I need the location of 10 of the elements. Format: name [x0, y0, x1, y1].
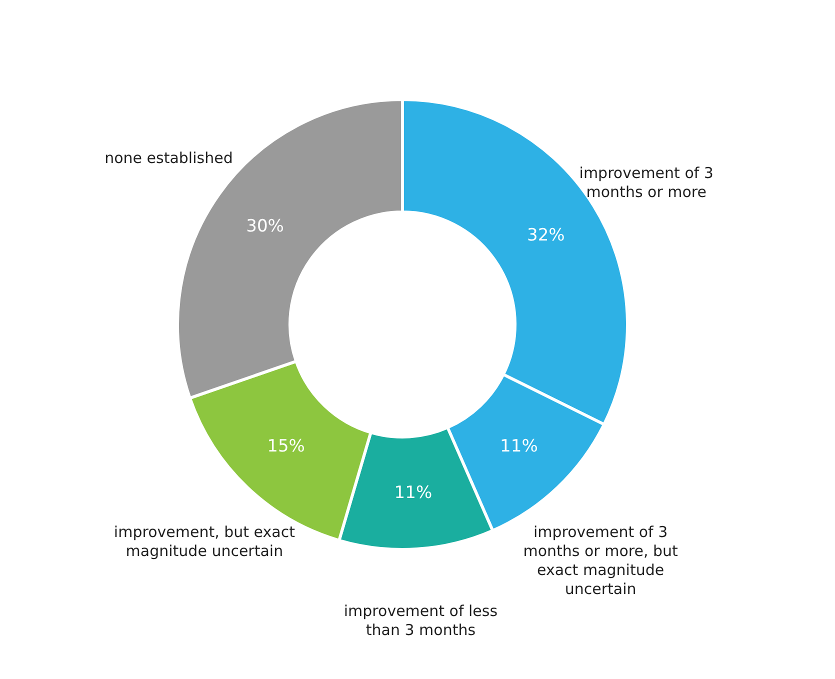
data-label: 15%	[267, 436, 305, 457]
data-label: 30%	[246, 216, 284, 237]
data-label: 32%	[526, 226, 565, 246]
data-label: 11%	[500, 436, 538, 457]
slice-label: improvement, but exact magnitude uncertain	[114, 523, 296, 560]
slice-label: improvement of 3 months or more	[579, 164, 714, 202]
slice-label: improvement of less than 3 months	[344, 602, 498, 639]
data-label: 11%	[394, 482, 432, 503]
slice-label: improvement of 3 months or more, but exact magnitude uncertain	[523, 523, 678, 598]
slice-label: none established	[104, 149, 233, 168]
